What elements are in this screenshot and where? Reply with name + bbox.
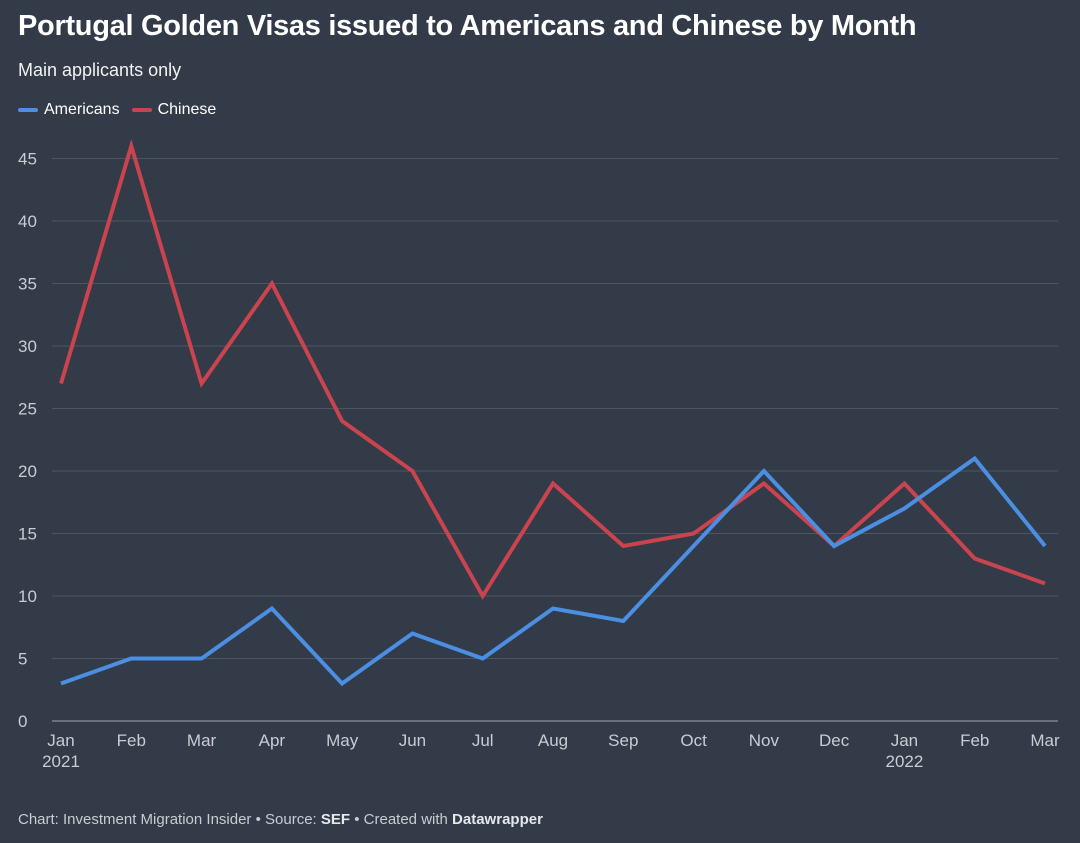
x-tick-label: Feb — [960, 731, 989, 750]
line-chart: 0 5 10 15 20 25 30 35 40 45 Jan 2021 Feb Mar Apr May Ju… — [18, 138, 1060, 771]
legend: Americans Chinese — [18, 101, 216, 119]
chart-subtitle: Main applicants only — [18, 60, 182, 80]
x-tick-label: Jun — [399, 731, 426, 750]
x-axis-ticks: Jan 2021 Feb Mar Apr May Jun Jul Aug Sep Oct Nov Dec… — [42, 731, 1060, 771]
y-tick-label: 35 — [18, 275, 37, 294]
y-tick-label: 45 — [18, 150, 37, 169]
x-tick-label: Dec — [819, 731, 850, 750]
x-tick-label: May — [326, 731, 359, 750]
footer-source: SEF — [320, 811, 351, 828]
y-tick-label: 30 — [18, 337, 37, 356]
x-tick-label: Jan — [47, 731, 74, 750]
x-year-label: 2022 — [886, 752, 924, 771]
y-tick-label: 10 — [18, 587, 37, 606]
x-tick-label: Nov — [749, 731, 780, 750]
legend-label-chinese: Chinese — [157, 101, 217, 118]
x-tick-label: Mar — [187, 731, 217, 750]
y-tick-label: 5 — [18, 650, 27, 669]
legend-swatch-americans — [18, 108, 38, 112]
legend-item-chinese: Chinese — [131, 101, 217, 119]
x-tick-label: Jul — [472, 731, 494, 750]
x-year-label: 2021 — [42, 752, 80, 771]
y-tick-label: 25 — [18, 400, 37, 419]
series-lines — [59, 138, 1047, 687]
y-tick-label: 0 — [18, 712, 27, 731]
legend-label-americans: Americans — [44, 101, 120, 118]
x-tick-label: Feb — [117, 731, 146, 750]
x-tick-label: Sep — [608, 731, 638, 750]
y-tick-label: 20 — [18, 462, 37, 481]
chart-footer: Chart: Investment Migration Insider • So… — [18, 811, 543, 828]
series-line-americans — [60, 455, 1047, 687]
footer-tool: Datawrapper — [452, 811, 543, 828]
legend-swatch-chinese — [131, 108, 152, 112]
footer-created: • Created with — [350, 811, 453, 828]
x-tick-label: Apr — [259, 731, 286, 750]
legend-item-americans: Americans — [18, 101, 120, 119]
y-axis-ticks: 0 5 10 15 20 25 30 35 40 45 — [18, 150, 37, 732]
x-tick-label: Mar — [1030, 731, 1060, 750]
series-line-chinese — [59, 138, 1046, 600]
x-tick-label: Jan — [891, 731, 918, 750]
x-tick-label: Aug — [538, 731, 568, 750]
chart-title: Portugal Golden Visas issued to American… — [18, 10, 917, 42]
gridlines — [52, 158, 1058, 722]
y-tick-label: 15 — [18, 525, 37, 544]
footer-credit: Chart: Investment Migration Insider • So… — [18, 811, 321, 828]
y-tick-label: 40 — [18, 212, 37, 231]
x-tick-label: Oct — [680, 731, 707, 750]
